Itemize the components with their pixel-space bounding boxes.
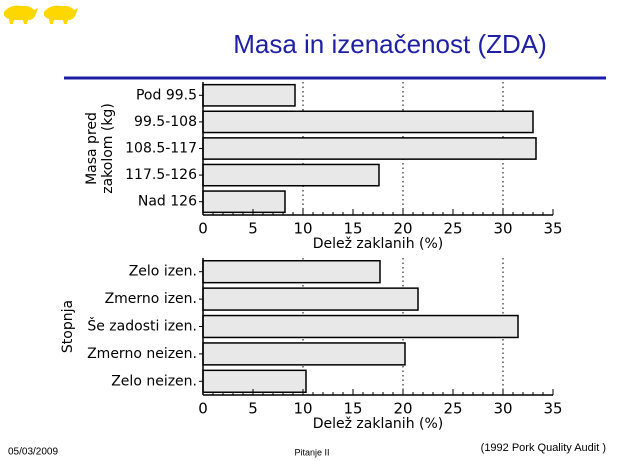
x-tick-label: 30 — [493, 220, 512, 238]
date: 05/03/2009 — [8, 447, 58, 458]
bar — [202, 163, 380, 187]
bar — [202, 259, 381, 284]
y-tick-label: 117.5-126 — [125, 167, 197, 183]
bar — [202, 110, 534, 134]
x-tick-label: 20 — [393, 220, 412, 238]
slide-title: Masa in izenačenost (ZDA) — [233, 29, 547, 59]
x-tick-label: 15 — [343, 400, 362, 418]
y-tick-label: Zmerno neizen. — [87, 346, 197, 362]
bar — [202, 190, 286, 214]
x-tick-label: 10 — [293, 220, 312, 238]
y-tick-label: Še zadosti izen. — [87, 317, 197, 335]
x-tick-label: 30 — [493, 400, 512, 418]
y-tick-label: Zelo izen. — [129, 264, 197, 280]
y-axis-label: zakolom (kg) — [100, 103, 116, 194]
x-tick-label: 10 — [293, 400, 312, 418]
x-axis-label: Delež zaklanih (%) — [313, 416, 444, 432]
x-tick-label: 0 — [198, 400, 208, 418]
x-tick-label: 25 — [443, 400, 462, 418]
x-tick-label: 5 — [248, 400, 258, 418]
pig-icons — [3, 5, 78, 24]
x-tick-label: 0 — [198, 220, 208, 238]
y-tick-label: Nad 126 — [138, 194, 197, 210]
source: (1992 Pork Quality Audit ) — [481, 442, 606, 454]
bar — [202, 287, 419, 311]
y-tick-label: 108.5-117 — [125, 141, 197, 157]
bar — [202, 342, 406, 366]
bar — [202, 83, 296, 107]
x-tick-label: 35 — [543, 400, 562, 418]
y-tick-label: Zelo neizen. — [111, 373, 197, 389]
y-tick-label: Zmerno izen. — [105, 291, 197, 307]
x-tick-label: 5 — [248, 220, 258, 238]
x-tick-label: 15 — [343, 220, 362, 238]
bar — [202, 369, 307, 394]
y-axis-label: Stopnja — [60, 300, 76, 353]
y-tick-label: Pod 99.5 — [136, 87, 197, 103]
x-tick-label: 20 — [393, 400, 412, 418]
y-tick-label: 99.5-108 — [134, 114, 197, 130]
y-axis-label: Masa pred — [84, 112, 100, 185]
x-axis-label: Delež zaklanih (%) — [313, 236, 444, 252]
bar — [202, 314, 519, 339]
footer: Pitanje II — [294, 447, 329, 457]
x-tick-label: 25 — [443, 220, 462, 238]
x-tick-label: 35 — [543, 220, 562, 238]
bar — [202, 137, 537, 160]
